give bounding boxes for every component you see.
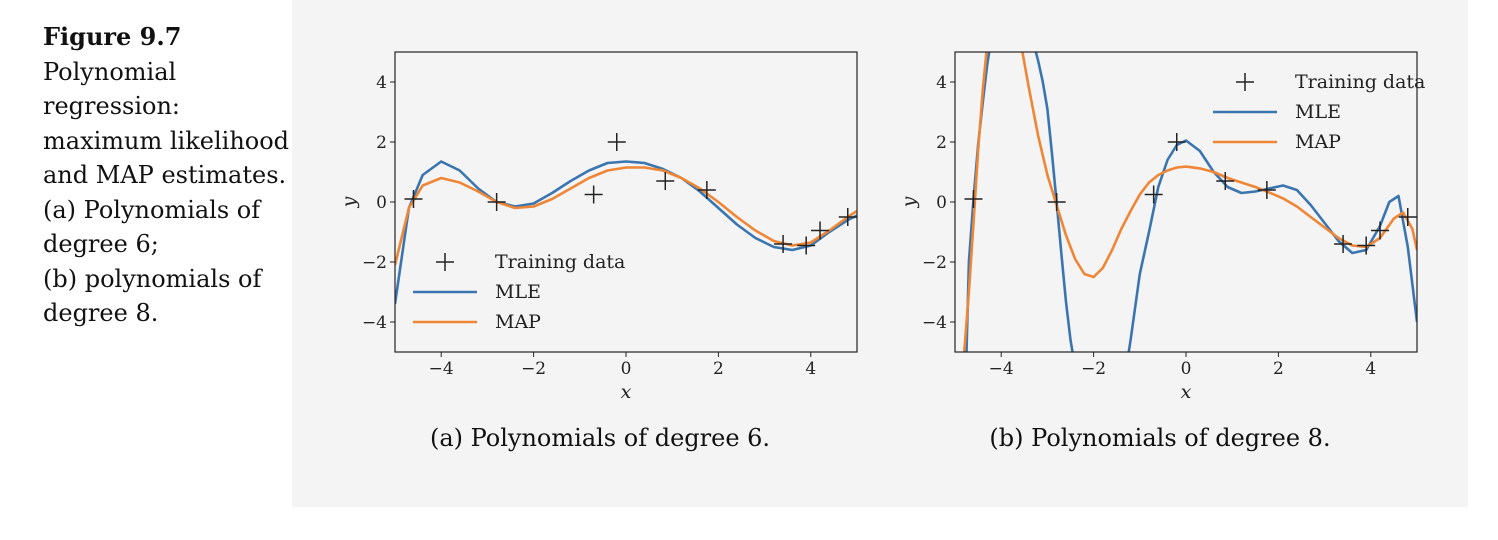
legend-label: MAP: [495, 311, 541, 333]
caption-line: and MAP estimates.: [43, 161, 287, 189]
chart-a: −4 −2 0 2 4 −4 −2 0 2 4 x y Training data MLE MAP (a) P…: [338, 51, 858, 452]
plot-area: [395, 52, 857, 352]
data-point: [1047, 193, 1066, 211]
series-group: [962, 52, 1417, 352]
x-axis-label: x: [1181, 381, 1192, 403]
subfigure-caption: (a) Polynomials of degree 6.: [430, 424, 770, 452]
data-point: [1334, 235, 1353, 253]
data-point: [404, 190, 423, 208]
x-tick-label: 4: [805, 359, 816, 379]
x-tick-label: 2: [1273, 359, 1284, 379]
legend-item: MLE: [1213, 101, 1341, 123]
y-axis-label: y: [338, 196, 360, 208]
y-tick-label: 0: [936, 193, 947, 213]
series-line-mle: [395, 160, 857, 305]
series-line-map: [962, 52, 1417, 352]
legend-item: MLE: [413, 281, 541, 303]
data-point: [1257, 181, 1276, 199]
x-tick-label: 0: [1181, 359, 1192, 379]
data-point: [774, 235, 793, 253]
x-tick-label: −4: [429, 359, 454, 379]
data-point: [607, 133, 626, 151]
figure-label: Figure 9.7: [43, 22, 182, 51]
legend-item: MAP: [413, 311, 541, 333]
data-point: [584, 185, 603, 204]
data-point: [1398, 208, 1417, 226]
legend-item: Training data: [436, 251, 625, 273]
y-tick-label: −2: [362, 253, 387, 273]
x-tick-label: 2: [713, 359, 724, 379]
caption-line: degree 8.: [43, 299, 159, 327]
chart-b: −4 −2 0 2 4 −4 −2 0 2 4 x y Training data MLE MAP (b) P…: [898, 51, 1425, 452]
y-axis-label: y: [898, 196, 920, 208]
data-point: [964, 190, 983, 208]
data-point: [1144, 185, 1163, 204]
legend-label: MLE: [495, 281, 541, 303]
x-tick-label: 0: [621, 359, 632, 379]
y-tick-label: −2: [922, 253, 947, 273]
y-tick-label: 2: [376, 133, 387, 153]
legend: Training data MLE MAP: [1213, 71, 1425, 153]
x-axis-label: x: [621, 381, 632, 403]
legend-item: MAP: [1213, 131, 1341, 153]
x-tick-label: 4: [1365, 359, 1376, 379]
data-point: [1216, 172, 1235, 190]
caption-line: Polynomial: [43, 57, 177, 86]
data-point: [811, 221, 830, 240]
y-tick-label: 2: [936, 133, 947, 153]
series-line-mle: [965, 52, 1417, 352]
caption-line: maximum likelihood: [43, 126, 290, 155]
caption-line: regression:: [43, 92, 181, 120]
data-point: [1167, 133, 1186, 151]
data-point: [656, 172, 675, 190]
figure-caption: Figure 9.7 Polynomial regression: maximu…: [43, 20, 290, 331]
legend-label: MAP: [1295, 131, 1341, 153]
x-tick-label: −2: [1081, 359, 1106, 379]
caption-line: (b) polynomials of: [43, 264, 262, 293]
data-point: [838, 208, 857, 226]
y-tick-label: −4: [922, 313, 947, 333]
plot-area: [955, 52, 1417, 352]
legend-label: Training data: [1295, 71, 1425, 93]
legend-item: Training data: [1236, 71, 1425, 93]
data-point: [487, 193, 506, 211]
y-tick-label: 0: [376, 193, 387, 213]
y-tick-label: 4: [936, 73, 947, 93]
data-point: [797, 236, 816, 255]
subfigure-caption: (b) Polynomials of degree 8.: [989, 424, 1330, 452]
x-tick-label: −4: [989, 359, 1014, 379]
y-tick-label: −4: [362, 313, 387, 333]
legend-label: MLE: [1295, 101, 1341, 123]
x-tick-label: −2: [521, 359, 546, 379]
y-tick-label: 4: [376, 73, 387, 93]
data-point: [1357, 236, 1376, 255]
caption-line: (a) Polynomials of: [43, 195, 261, 224]
data-point: [1371, 221, 1390, 240]
legend: Training data MLE MAP: [413, 251, 625, 333]
data-point: [697, 181, 716, 199]
legend-label: Training data: [495, 251, 625, 273]
caption-line: degree 6;: [43, 230, 159, 258]
